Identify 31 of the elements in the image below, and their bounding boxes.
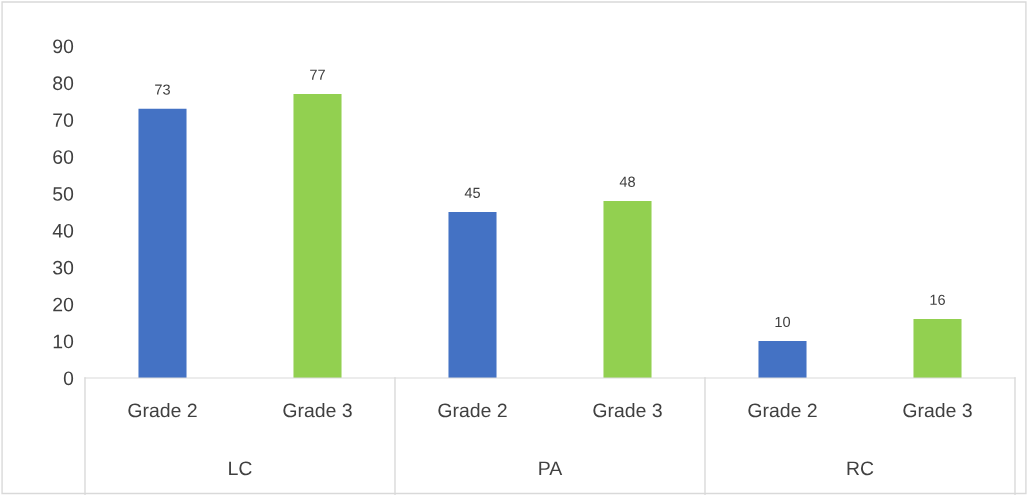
data-label: 48 <box>619 176 635 187</box>
y-tick-label: 40 <box>52 223 74 238</box>
bar <box>448 212 497 378</box>
x-tick-label: Grade 2 <box>438 403 507 418</box>
y-tick-label: 70 <box>53 113 74 128</box>
bar <box>138 108 187 378</box>
x-tick-label: Grade 3 <box>593 403 662 418</box>
bar <box>603 200 652 378</box>
x-tick-label: Grade 3 <box>283 403 352 418</box>
y-tick-label: 0 <box>63 371 74 386</box>
x-tick-label: Grade 2 <box>128 403 197 418</box>
bar <box>293 93 342 378</box>
data-label: 73 <box>155 84 170 95</box>
y-tick-label: 60 <box>53 150 74 164</box>
bar <box>913 318 962 378</box>
x-tick-label: Grade 3 <box>903 403 972 418</box>
text: LC <box>229 461 252 476</box>
data-label: 45 <box>464 187 480 199</box>
y-tick-label: 20 <box>53 297 74 312</box>
text: PA <box>539 461 563 476</box>
text: RC <box>847 461 874 476</box>
y-tick-label: 90 <box>53 39 74 54</box>
y-tick-label: 30 <box>53 260 74 275</box>
y-tick-label: 10 <box>53 334 74 349</box>
data-label: 10 <box>775 316 791 328</box>
y-tick-label: 80 <box>53 76 74 91</box>
y-tick-label: 50 <box>53 187 74 201</box>
data-label: 77 <box>310 69 325 80</box>
bar <box>758 341 807 378</box>
x-tick-label: Grade 2 <box>748 403 817 418</box>
data-label: 16 <box>930 294 945 305</box>
